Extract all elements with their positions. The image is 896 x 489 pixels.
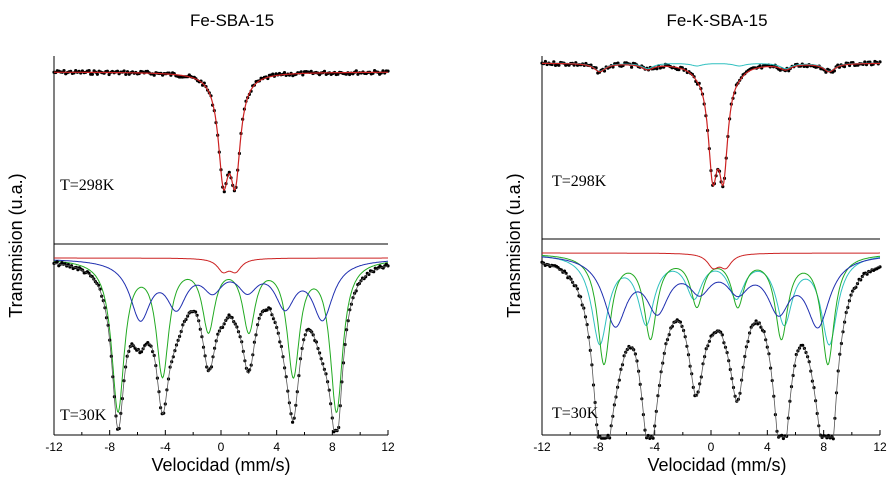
lt-data-point (90, 275, 94, 279)
x-tick-label: -4 (649, 440, 660, 454)
lt-data-point (364, 275, 368, 279)
rt-data-point (271, 72, 275, 76)
x-tick-label: 8 (329, 440, 336, 454)
lt-data-point (831, 437, 835, 441)
rt-data-point (863, 60, 867, 64)
rt-data-point (122, 69, 126, 73)
x-tick-label: 12 (873, 440, 887, 454)
x-tick-label: 8 (820, 440, 827, 454)
chart-panel-2: Fe-K-SBA-15 Transmision (u.a.) Velocidad (… (504, 11, 887, 475)
rt-data-point (301, 73, 305, 77)
rt-data-point (655, 67, 659, 71)
x-tick-label: -12 (45, 440, 63, 454)
rt-data-point (227, 170, 231, 174)
lt-data-point (291, 420, 295, 424)
rt-data-point (322, 69, 327, 73)
chart-title: Fe-SBA-15 (190, 11, 274, 30)
lt-data-point (562, 269, 567, 273)
x-axis-label: Velocidad (mm/s) (647, 455, 786, 475)
rt-data-point (543, 59, 548, 64)
annotation-rt: T=298K (60, 177, 115, 194)
rt-data-point (107, 72, 111, 77)
annotation-lt: T=30K (552, 405, 599, 422)
annotation-lt: T=30K (60, 407, 107, 424)
y-axis-label: Transmision (u.a.) (6, 173, 26, 317)
lt-data-point (781, 436, 786, 441)
x-tick-label: -8 (593, 440, 604, 454)
rt-data-point (309, 69, 313, 73)
rt-data-point (87, 69, 91, 73)
lt-data-point (651, 436, 655, 440)
lt-fit-blue-sextet (541, 256, 881, 329)
rt-data-point (557, 63, 561, 67)
rt-data-point (90, 72, 94, 76)
x-tick-label: 0 (218, 440, 225, 454)
lt-data-point (646, 433, 650, 438)
rt-data-point (124, 72, 128, 76)
lt-fit-green-sextet (54, 260, 389, 414)
y-axis-label: Transmision (u.a.) (504, 173, 524, 317)
lt-data-point (752, 322, 757, 326)
lt-data-point (55, 260, 59, 264)
x-tick-label: -8 (104, 440, 115, 454)
x-tick-label: 0 (708, 440, 715, 454)
x-tick-label: -12 (533, 440, 551, 454)
lt-total-fit (53, 262, 389, 431)
annotation-rt: T=298K (552, 173, 607, 190)
x-tick-label: 4 (273, 440, 280, 454)
rt-fit-curve (542, 62, 881, 187)
lt-data-point (878, 265, 882, 269)
rt-data-point (62, 69, 66, 73)
lt-fit-blue-sextet (53, 259, 388, 322)
chart-panel-1: Fe-SBA-15 Transmision (u.a.) Velocidad (mm… (6, 11, 395, 475)
x-tick-label: 12 (381, 440, 395, 454)
x-axis-label: Velocidad (mm/s) (151, 455, 290, 475)
rt-data-point (299, 70, 303, 74)
lt-fit-red-doublet (54, 257, 388, 274)
lt-data-point (859, 278, 863, 282)
rt-data-point (222, 190, 226, 194)
x-tick-label: -4 (160, 440, 171, 454)
rt-fit-curve (54, 71, 388, 192)
lt-data-point (780, 433, 784, 437)
rt-data-point (842, 65, 847, 69)
lt-fit-red-doublet (542, 252, 880, 270)
rt-data-point (152, 73, 156, 77)
rt-data-point (282, 71, 287, 75)
rt-data-point (630, 65, 634, 69)
lt-total-fit (541, 262, 881, 438)
x-tick-label: 4 (764, 440, 771, 454)
lt-data-point (826, 433, 831, 438)
lt-fit-green-sextet (542, 255, 881, 366)
chart-title: Fe-K-SBA-15 (666, 11, 767, 30)
lt-data-point (606, 433, 610, 437)
rt-data-point (95, 72, 99, 76)
lt-data-point (146, 341, 150, 345)
rt-data-point (354, 69, 358, 73)
rt-data-point (552, 60, 556, 64)
